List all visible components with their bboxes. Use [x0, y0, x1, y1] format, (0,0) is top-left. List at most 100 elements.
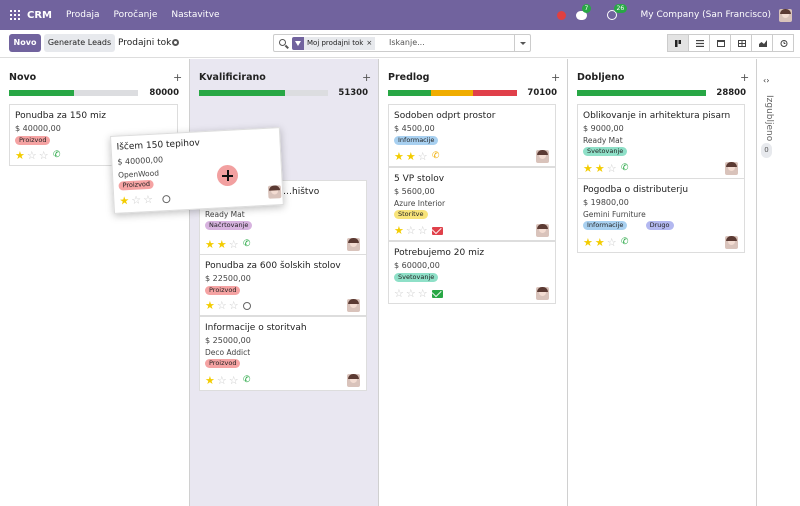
assignee-avatar[interactable] [725, 236, 738, 249]
clock-icon[interactable] [243, 302, 251, 310]
star-icon[interactable]: ★ [205, 374, 215, 387]
add-card-button[interactable]: + [740, 71, 750, 84]
assignee-avatar[interactable] [536, 224, 549, 237]
phone-icon[interactable]: ✆ [621, 237, 629, 247]
column-title[interactable]: Dobljeno [577, 72, 625, 83]
star-icon[interactable]: ★ [15, 149, 25, 162]
phone-icon[interactable]: ✆ [243, 375, 251, 385]
star-icon[interactable]: ★ [405, 150, 416, 163]
column-progress-bar[interactable] [199, 90, 328, 96]
star-icon[interactable]: ★ [394, 224, 404, 237]
kanban-card[interactable]: Potrebujemo 20 miz $ 60000,00 Svetovanje ☆ ☆… [388, 241, 556, 304]
add-card-button[interactable]: + [173, 71, 183, 84]
gear-icon[interactable] [172, 39, 179, 46]
priority-stars[interactable]: ★ ☆ ☆ [119, 192, 154, 208]
user-avatar[interactable] [779, 8, 792, 22]
app-brand[interactable]: CRM [27, 9, 52, 21]
star-icon[interactable]: ☆ [228, 238, 239, 251]
progress-segment[interactable] [473, 90, 517, 96]
phone-icon[interactable]: ✆ [432, 151, 440, 161]
priority-stars[interactable]: ☆ ☆ ☆ [394, 288, 428, 299]
column-title[interactable]: Predlog [388, 72, 430, 83]
calendar-view-button[interactable] [709, 34, 731, 52]
progress-segment[interactable] [430, 90, 474, 96]
mail-icon[interactable] [432, 290, 443, 298]
star-icon[interactable]: ☆ [38, 149, 49, 162]
star-icon[interactable]: ☆ [142, 192, 154, 207]
star-icon[interactable]: ☆ [394, 287, 404, 300]
assignee-avatar[interactable] [347, 374, 360, 387]
list-view-button[interactable] [688, 34, 710, 52]
graph-view-button[interactable] [751, 34, 773, 52]
priority-stars[interactable]: ★ ★ ☆ [394, 151, 428, 162]
chat-icon[interactable]: 7 [575, 3, 592, 20]
dragged-card[interactable]: Iščem 150 tepihov $ 40000,00 OpenWood Proiz… [110, 127, 284, 214]
clock-icon[interactable] [162, 194, 171, 204]
company-switcher[interactable]: My Company (San Francisco) [640, 10, 771, 20]
star-icon[interactable]: ☆ [405, 224, 416, 237]
assignee-avatar[interactable] [536, 287, 549, 300]
column-title[interactable]: Kvalificirano [199, 72, 266, 83]
new-button[interactable]: Novo [9, 34, 41, 52]
search-icon[interactable] [279, 39, 286, 46]
star-icon[interactable]: ★ [594, 236, 605, 249]
star-icon[interactable]: ★ [119, 194, 130, 208]
column-progress-bar[interactable] [577, 90, 706, 96]
priority-stars[interactable]: ★ ★ ☆ [583, 163, 617, 174]
kanban-card[interactable]: Ponudba za 150 miz $ 40000,00 Proizvod ★ ☆ ☆ ✆ [9, 104, 178, 166]
star-icon[interactable]: ☆ [606, 162, 617, 175]
star-icon[interactable]: ☆ [216, 374, 227, 387]
activity-icon[interactable]: 26 [606, 4, 628, 20]
column-title[interactable]: Novo [9, 72, 37, 83]
menu-porocanje[interactable]: Poročanje [113, 10, 158, 20]
activity-view-button[interactable] [772, 34, 794, 52]
priority-stars[interactable]: ★ ☆ ☆ [205, 300, 239, 311]
mail-icon[interactable] [432, 227, 443, 235]
assignee-avatar[interactable] [347, 299, 360, 312]
kanban-card[interactable]: Pogodba o distributerju $ 19800,00 Gemini … [577, 178, 745, 253]
menu-prodaja[interactable]: Prodaja [66, 10, 100, 20]
star-icon[interactable]: ☆ [228, 299, 239, 312]
phone-icon[interactable]: ✆ [621, 163, 629, 173]
star-icon[interactable]: ★ [205, 238, 215, 251]
assignee-avatar[interactable] [536, 150, 549, 163]
star-icon[interactable]: ★ [583, 162, 593, 175]
priority-stars[interactable]: ★ ★ ☆ [205, 239, 239, 250]
column-progress-bar[interactable] [388, 90, 517, 96]
debug-icon[interactable] [556, 10, 566, 20]
star-icon[interactable]: ☆ [606, 236, 617, 249]
app-menu-icon[interactable] [10, 10, 20, 20]
add-card-button[interactable]: + [551, 71, 561, 84]
assignee-avatar[interactable] [725, 162, 738, 175]
star-icon[interactable]: ☆ [417, 287, 428, 300]
add-card-button[interactable]: + [362, 71, 372, 84]
progress-segment[interactable] [577, 90, 706, 96]
kanban-card[interactable]: Ponudba za 600 šolskih stolov $ 22500,00 P… [199, 254, 367, 316]
progress-segment[interactable] [199, 90, 286, 96]
priority-stars[interactable]: ★ ☆ ☆ [394, 225, 428, 236]
priority-stars[interactable]: ★ ☆ ☆ [15, 150, 49, 161]
star-icon[interactable]: ☆ [405, 287, 416, 300]
star-icon[interactable]: ☆ [130, 193, 142, 207]
filter-remove-icon[interactable]: × [366, 37, 376, 50]
menu-nastavitve[interactable]: Nastavitve [171, 10, 220, 20]
star-icon[interactable]: ★ [394, 150, 404, 163]
search-options-toggle[interactable] [514, 35, 530, 51]
expand-arrows-icon[interactable]: ‹› [763, 76, 770, 85]
kanban-view-button[interactable] [667, 34, 689, 52]
star-icon[interactable]: ★ [594, 162, 605, 175]
star-icon[interactable]: ★ [205, 299, 215, 312]
kanban-card[interactable]: Oblikovanje in arhitektura pisarn $ 9000,… [577, 104, 745, 179]
star-icon[interactable]: ☆ [228, 374, 239, 387]
search-input[interactable] [389, 38, 499, 47]
pivot-view-button[interactable] [730, 34, 752, 52]
kanban-card[interactable]: 5 VP stolov $ 5600,00 Azure Interior Storit… [388, 167, 556, 241]
progress-segment[interactable] [388, 90, 431, 96]
assignee-avatar[interactable] [347, 238, 360, 251]
priority-stars[interactable]: ★ ★ ☆ [583, 237, 617, 248]
kanban-card[interactable]: Sodoben odprt prostor $ 4500,00 Informacij… [388, 104, 556, 167]
kanban-card[interactable]: Informacije o storitvah $ 25000,00 Deco Ad… [199, 316, 367, 391]
column-progress-bar[interactable] [9, 90, 138, 96]
generate-leads-button[interactable]: Generate Leads [44, 34, 115, 52]
priority-stars[interactable]: ★ ☆ ☆ [205, 375, 239, 386]
